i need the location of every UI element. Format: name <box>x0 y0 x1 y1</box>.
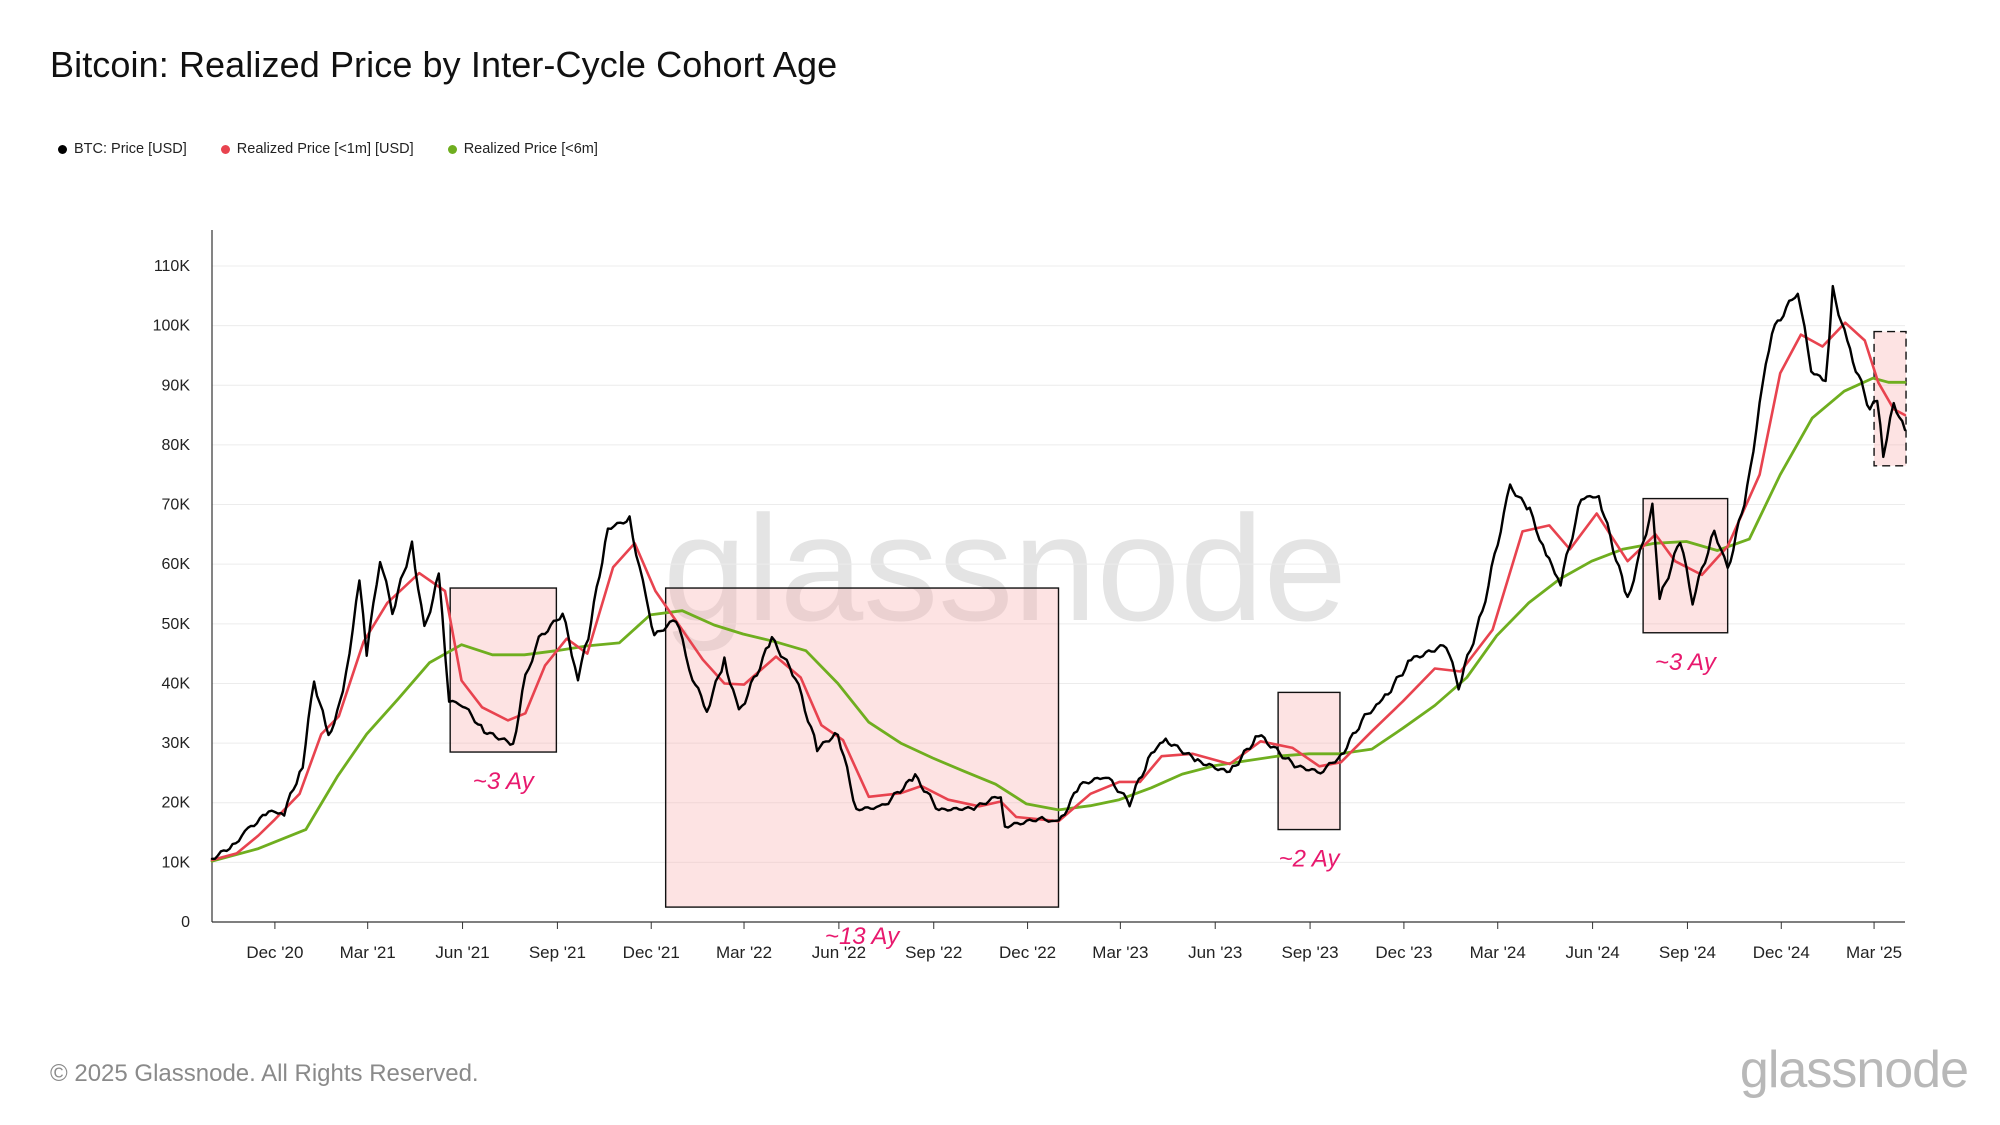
annotation-label: ~2 Ay <box>1279 846 1342 873</box>
legend-item-realized-6m[interactable]: Realized Price [<6m] <box>447 141 598 157</box>
y-tick-label: 90K <box>162 377 191 394</box>
annotation-label: ~3 Ay <box>1655 649 1718 676</box>
y-tick-label: 80K <box>162 437 191 454</box>
y-tick-label: 110K <box>154 258 191 275</box>
x-tick-label: Sep '21 <box>529 943 586 962</box>
x-tick-label: Dec '24 <box>1753 943 1810 962</box>
x-tick-label: Mar '23 <box>1092 943 1148 962</box>
x-tick-label: Sep '24 <box>1659 943 1716 962</box>
legend-label-realized-6m: Realized Price [<6m] <box>463 141 598 157</box>
axes: 0 10K 20K 30K 40K 50K 60K 70K 80K 90K 100K 110K Dec … <box>153 230 1905 962</box>
legend-label-btc-price: BTC: Price [USD] <box>74 141 187 157</box>
x-tick-label: Jun '21 <box>435 943 489 962</box>
annotation-label: ~13 Ay <box>825 923 901 950</box>
annotation-boxes <box>449 330 1907 908</box>
y-tick-label: 20K <box>162 795 191 812</box>
x-tick-label: Jun '22 <box>812 943 866 962</box>
annotation-label: ~3 Ay <box>473 768 536 795</box>
y-tick-label: 60K <box>162 556 191 573</box>
x-tick-label: Dec '23 <box>1375 943 1432 962</box>
annotation-box <box>449 587 558 753</box>
y-tick-label: 10K <box>162 854 191 871</box>
x-tick-label: Mar '21 <box>340 943 396 962</box>
legend-dot-realized-6m <box>447 144 457 154</box>
annotation-box <box>1873 330 1907 467</box>
x-tick-label: Jun '24 <box>1565 943 1619 962</box>
x-tick-label: Mar '22 <box>716 943 772 962</box>
x-tick-label: Jun '23 <box>1188 943 1242 962</box>
series-line-btc-price <box>210 284 1907 860</box>
glassnode-logo[interactable]: glassnode <box>1739 1041 1969 1099</box>
chart-title: Bitcoin: Realized Price by Inter-Cycle C… <box>50 44 838 85</box>
annotation-box <box>1277 691 1341 831</box>
annotation-labels: ~3 Ay ~13 Ay ~2 Ay ~3 Ay <box>473 649 1718 950</box>
legend: BTC: Price [USD] Realized Price [<1m] [U… <box>58 141 598 157</box>
x-tick-label: Mar '25 <box>1846 943 1902 962</box>
legend-dot-btc-price <box>58 144 67 154</box>
x-tick-label: Mar '24 <box>1470 943 1526 962</box>
x-tick-label: Dec '21 <box>623 943 680 962</box>
legend-dot-realized-1m <box>220 144 230 154</box>
series-lines <box>210 284 1907 863</box>
copyright-text: © 2025 Glassnode. All Rights Reserved. <box>50 1060 479 1087</box>
y-tick-label: 30K <box>162 735 191 752</box>
y-tick-label: 100K <box>153 318 191 335</box>
legend-item-btc-price[interactable]: BTC: Price [USD] <box>58 141 187 157</box>
x-tick-label: Dec '20 <box>246 943 303 962</box>
annotation-box <box>664 587 1060 908</box>
y-tick-label: 50K <box>162 616 191 633</box>
y-tick-label: 40K <box>162 675 191 692</box>
y-tick-label: 70K <box>162 497 191 514</box>
x-tick-label: Sep '23 <box>1282 943 1339 962</box>
series-line-realized-1m <box>210 321 1907 862</box>
x-tick-label: Dec '22 <box>999 943 1056 962</box>
legend-item-realized-1m[interactable]: Realized Price [<1m] [USD] <box>220 141 414 157</box>
x-tick-label: Sep '22 <box>905 943 962 962</box>
y-tick-label: 0 <box>181 914 190 931</box>
legend-label-realized-1m: Realized Price [<1m] [USD] <box>236 141 414 157</box>
